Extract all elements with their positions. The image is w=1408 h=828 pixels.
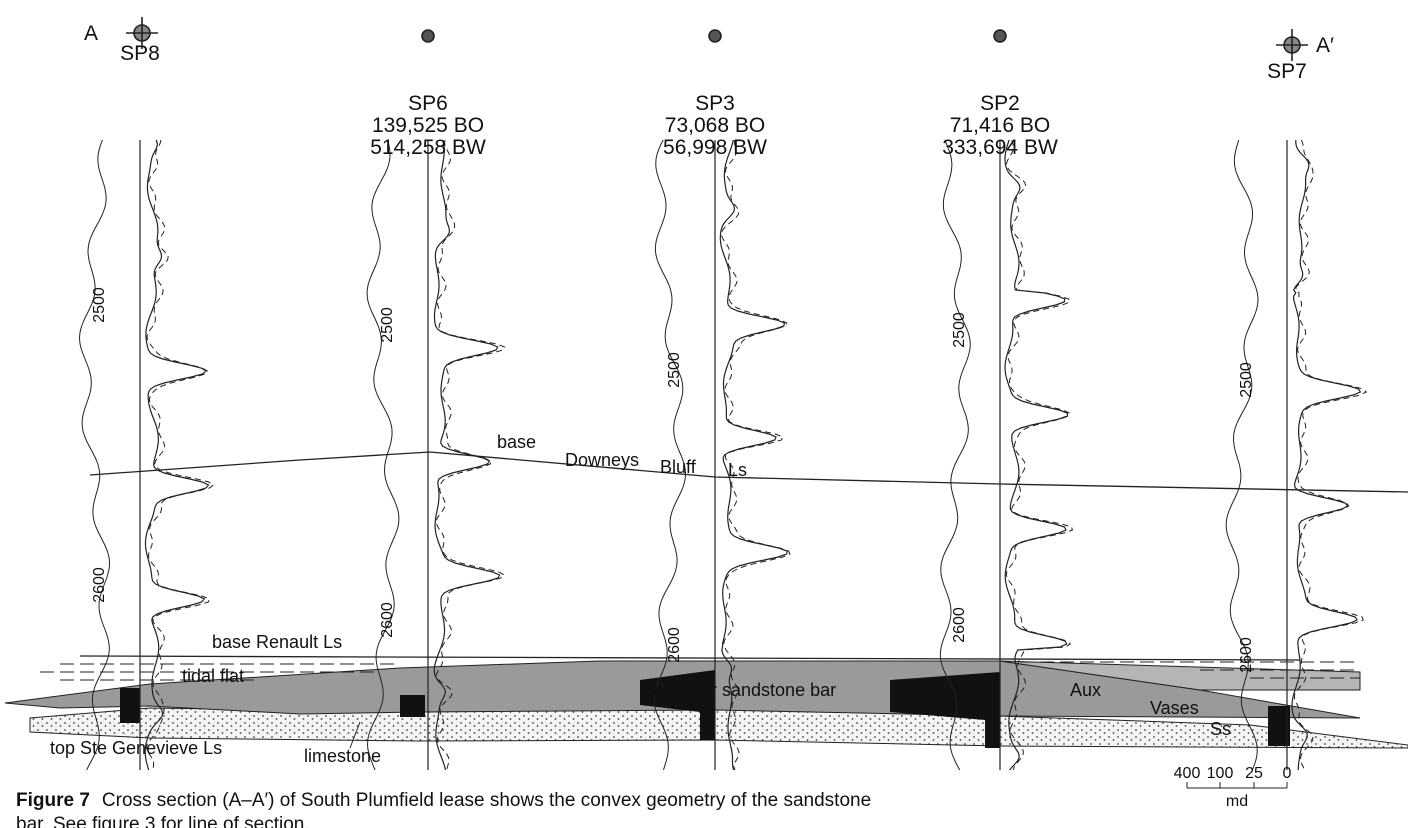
sp-log bbox=[366, 139, 400, 771]
base-renault-line bbox=[79, 655, 1301, 661]
resistivity-log bbox=[1294, 139, 1368, 771]
resistivity-log bbox=[146, 139, 215, 771]
well-name: SP8 bbox=[120, 42, 160, 65]
unit-label: Ls bbox=[728, 460, 747, 480]
depth-label: 2600 bbox=[1238, 637, 1255, 673]
well-name: SP7 bbox=[1267, 60, 1307, 83]
well-symbols bbox=[126, 17, 1308, 61]
caption-text: Cross section (A–A′) of South Plumfield … bbox=[102, 790, 871, 811]
unit-label: Bluff bbox=[660, 457, 697, 477]
depth-label: 2600 bbox=[91, 567, 108, 603]
depth-label: 2600 bbox=[379, 602, 396, 638]
unit-label: base Renault Ls bbox=[212, 632, 342, 652]
pay-zones bbox=[120, 670, 1290, 748]
well-logs bbox=[78, 139, 1368, 771]
unit-label: Downeys bbox=[565, 450, 639, 470]
unit-label: top Ste Genevieve Ls bbox=[50, 738, 222, 758]
resistivity-log bbox=[1004, 139, 1068, 771]
scale-unit: md bbox=[1226, 793, 1248, 810]
downeys-bluff-line bbox=[89, 451, 1408, 493]
perm-scale bbox=[1186, 782, 1288, 789]
depth-label: 2500 bbox=[951, 312, 968, 348]
resistivity-log bbox=[721, 139, 791, 771]
leader-line bbox=[349, 721, 361, 749]
well-water: 514,258 BW bbox=[370, 136, 486, 159]
resistivity-log bbox=[1005, 139, 1074, 771]
well-oil: 71,416 BO bbox=[950, 114, 1050, 137]
oil-well-symbol bbox=[708, 29, 722, 43]
resistivity-log bbox=[719, 139, 788, 771]
depth-label: 2500 bbox=[666, 352, 683, 388]
well-water: 333,694 BW bbox=[942, 136, 1058, 159]
depth-label: 2600 bbox=[951, 607, 968, 643]
unit-labels: base Downeys Bluff Ls base Renault Ls ti… bbox=[50, 432, 1231, 766]
unit-label: base bbox=[497, 432, 536, 452]
well-oil: 73,068 BO bbox=[665, 114, 765, 137]
aux-vases-upper bbox=[999, 660, 1361, 691]
well-name: SP2 bbox=[980, 92, 1020, 115]
scale-tick-label: 25 bbox=[1245, 765, 1263, 782]
scale-tick-label: 0 bbox=[1283, 765, 1292, 782]
scale-tick-label: 100 bbox=[1207, 765, 1234, 782]
dry-hole-symbol bbox=[1276, 29, 1308, 61]
resistivity-log bbox=[144, 139, 210, 771]
well-oil: 139,525 BO bbox=[372, 114, 484, 137]
resistivity-log bbox=[1291, 140, 1362, 771]
unit-label: reservoir sandstone bar bbox=[647, 680, 836, 700]
resistivity-log bbox=[433, 139, 501, 771]
depth-label: 2500 bbox=[379, 307, 396, 343]
depth-label: 2600 bbox=[666, 627, 683, 663]
resistivity-log bbox=[435, 139, 506, 771]
tidal-flat-dashes bbox=[40, 661, 1360, 681]
section-end: A′ bbox=[1316, 34, 1334, 57]
sp-log bbox=[1225, 139, 1259, 771]
sp-log bbox=[78, 139, 111, 771]
caption-label: Figure 7 bbox=[16, 790, 90, 811]
depth-label: 2500 bbox=[1238, 362, 1255, 398]
caption: Figure 7 Cross section (A–A′) of South Pl… bbox=[16, 790, 871, 811]
dry-hole-symbol bbox=[126, 17, 158, 49]
unit-label: limestone bbox=[304, 746, 381, 766]
strata bbox=[4, 451, 1408, 749]
well-name: SP6 bbox=[408, 92, 448, 115]
unit-label: Aux bbox=[1070, 680, 1101, 700]
unit-label: Ss bbox=[1210, 719, 1231, 739]
depth-label: 2500 bbox=[91, 287, 108, 323]
oil-well-symbol bbox=[993, 29, 1007, 43]
unit-label: tidal flat bbox=[182, 666, 244, 686]
scale-tick-label: 400 bbox=[1174, 765, 1201, 782]
sp-log bbox=[939, 139, 971, 771]
unit-label: Vases bbox=[1150, 698, 1199, 718]
well-name: SP3 bbox=[695, 92, 735, 115]
sp-log bbox=[653, 139, 687, 771]
perm-scale-labels: 400 100 25 0 md bbox=[1174, 765, 1292, 810]
oil-well-symbol bbox=[421, 29, 435, 43]
well-water: 56,998 BW bbox=[663, 136, 767, 159]
caption-text: bar. See figure 3 for line of section. bbox=[16, 814, 310, 828]
section-start: A bbox=[84, 22, 98, 45]
